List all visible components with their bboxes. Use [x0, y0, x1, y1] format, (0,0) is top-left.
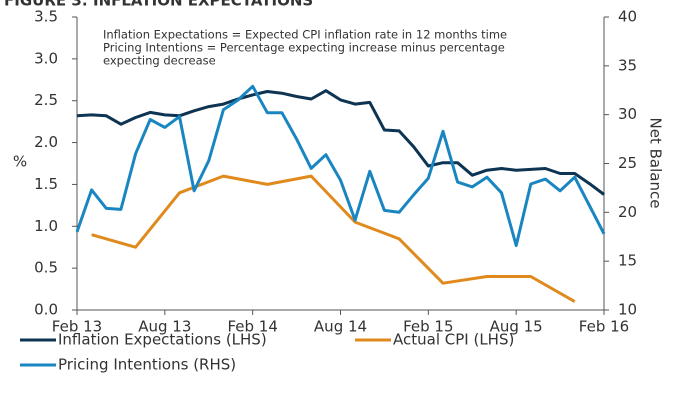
y2-tick-label: 15 [618, 252, 637, 270]
x-tick-label: Aug 14 [314, 318, 367, 336]
series-line [76, 89, 605, 196]
annotation: expecting decrease [103, 54, 216, 68]
y-tick-label: 0.5 [34, 259, 58, 277]
y-axis-label: % [13, 153, 27, 171]
x-tick-label: Aug 13 [138, 318, 191, 336]
x-tick-label: Aug 15 [490, 318, 543, 336]
y2-tick-label: 40 [618, 8, 637, 26]
legend-label: Inflation Expectations (LHS) [58, 331, 267, 349]
y-tick-label: 3.5 [34, 8, 58, 26]
y-tick-label: 3.0 [34, 49, 58, 67]
y2-tick-label: 35 [618, 56, 637, 74]
series-line [75, 84, 606, 247]
x-tick-label: Feb 13 [52, 318, 102, 336]
y2-tick-label: 20 [618, 203, 637, 221]
legend-label: Pricing Intentions (RHS) [58, 356, 236, 374]
y2-tick-label: 30 [618, 105, 637, 123]
y-tick-label: 2.0 [34, 133, 58, 151]
legend-label: Actual CPI (LHS) [393, 331, 514, 349]
y-tick-label: 0.0 [34, 301, 58, 319]
y-tick-label: 1.0 [34, 217, 58, 235]
y2-tick-label: 10 [618, 301, 637, 319]
y2-tick-label: 25 [618, 154, 637, 172]
x-tick-label: Feb 16 [579, 318, 629, 336]
y-tick-label: 1.5 [34, 175, 58, 193]
chart-title: FIGURE 3: INFLATION EXPECTATIONS [4, 0, 313, 10]
y2-axis-label: Net Balance [647, 118, 665, 209]
annotation: Inflation Expectations = Expected CPI in… [103, 28, 507, 42]
x-tick-label: Feb 15 [403, 318, 453, 336]
x-tick-label: Feb 14 [227, 318, 277, 336]
y-tick-label: 2.5 [34, 91, 58, 109]
series-line [91, 174, 576, 303]
annotation: Pricing Intentions = Percentage expectin… [103, 41, 505, 55]
